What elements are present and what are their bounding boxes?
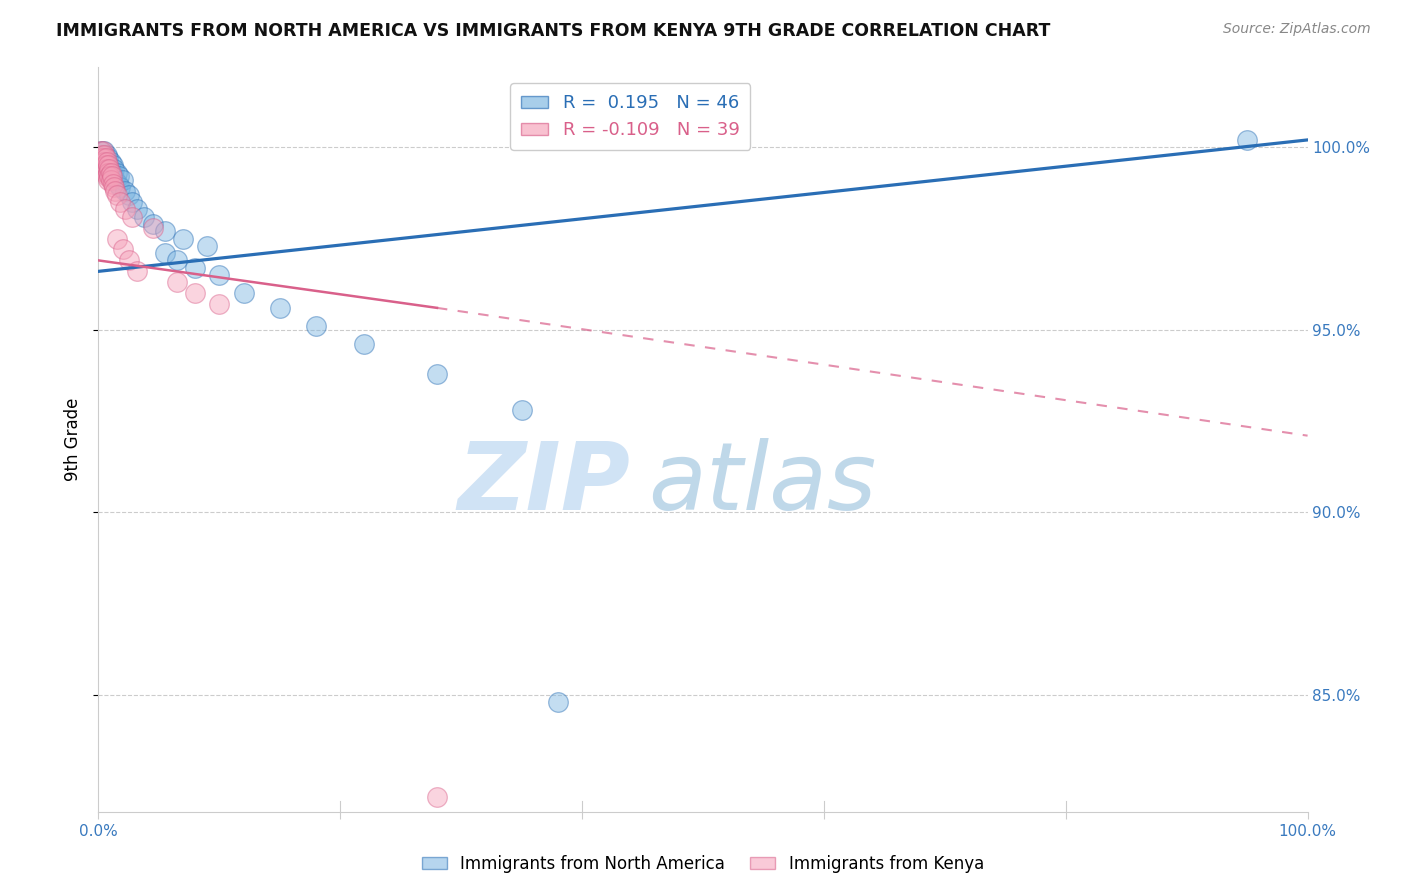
Point: [105, 166, 128, 180]
Point: [111, 243, 134, 257]
Point: [96, 154, 118, 169]
Point: [510, 403, 533, 417]
Point: [127, 264, 149, 278]
Point: [1236, 133, 1258, 147]
Point: [232, 286, 254, 301]
Point: [118, 187, 141, 202]
Y-axis label: 9th Grade: 9th Grade: [63, 398, 82, 481]
Point: [114, 202, 136, 217]
Point: [114, 184, 136, 198]
Point: [100, 166, 122, 180]
Point: [100, 154, 122, 169]
Point: [101, 159, 124, 173]
Point: [108, 180, 131, 194]
Point: [96, 162, 118, 177]
Point: [94, 166, 117, 180]
Point: [100, 162, 122, 177]
Point: [96, 154, 118, 169]
Point: [93, 154, 115, 169]
Point: [121, 194, 143, 209]
Point: [94, 154, 117, 169]
Point: [166, 253, 188, 268]
Point: [98, 162, 121, 177]
Point: [111, 173, 134, 187]
Text: IMMIGRANTS FROM NORTH AMERICA VS IMMIGRANTS FROM KENYA 9TH GRADE CORRELATION CHA: IMMIGRANTS FROM NORTH AMERICA VS IMMIGRA…: [56, 22, 1050, 40]
Point: [91, 144, 114, 158]
Point: [98, 162, 121, 177]
Point: [184, 260, 207, 275]
Point: [104, 173, 127, 187]
Text: atlas: atlas: [648, 439, 877, 530]
Point: [121, 210, 143, 224]
Point: [90, 144, 112, 158]
Point: [96, 169, 118, 184]
Point: [98, 166, 121, 180]
Point: [100, 166, 122, 180]
Point: [166, 275, 188, 289]
Point: [118, 253, 141, 268]
Text: Source: ZipAtlas.com: Source: ZipAtlas.com: [1223, 22, 1371, 37]
Point: [184, 286, 207, 301]
Point: [426, 790, 449, 805]
Point: [108, 169, 131, 184]
Point: [94, 159, 117, 173]
Point: [96, 147, 118, 161]
Point: [103, 162, 125, 177]
Point: [142, 220, 165, 235]
Point: [104, 184, 127, 198]
Point: [353, 337, 375, 351]
Point: [97, 166, 120, 180]
Point: [94, 159, 117, 173]
Point: [91, 151, 114, 165]
Point: [153, 224, 176, 238]
Point: [547, 695, 569, 709]
Point: [91, 151, 114, 165]
Point: [103, 180, 125, 194]
Point: [93, 162, 115, 177]
Point: [153, 246, 176, 260]
Point: [142, 217, 165, 231]
Point: [208, 297, 231, 311]
Point: [101, 169, 124, 184]
Point: [93, 147, 115, 161]
Point: [93, 151, 115, 165]
Text: ZIP: ZIP: [457, 438, 630, 530]
Point: [91, 147, 114, 161]
Point: [93, 144, 115, 158]
Point: [101, 177, 124, 191]
Point: [108, 194, 131, 209]
Point: [305, 319, 328, 334]
Point: [100, 169, 122, 184]
Point: [134, 210, 156, 224]
Point: [91, 151, 114, 165]
Point: [90, 144, 112, 158]
Point: [97, 151, 120, 165]
Point: [91, 147, 114, 161]
Point: [107, 177, 129, 191]
Point: [94, 151, 117, 165]
Point: [105, 231, 128, 245]
Point: [426, 367, 449, 381]
Point: [105, 187, 128, 202]
Point: [100, 173, 122, 187]
Point: [269, 301, 291, 315]
Point: [474, 841, 496, 855]
Point: [208, 268, 231, 282]
Point: [172, 231, 194, 245]
Point: [97, 159, 120, 173]
Point: [97, 173, 120, 187]
Point: [97, 159, 120, 173]
Point: [195, 239, 218, 253]
Point: [127, 202, 149, 217]
Legend: R =  0.195   N = 46, R = -0.109   N = 39: R = 0.195 N = 46, R = -0.109 N = 39: [510, 83, 751, 150]
Legend: Immigrants from North America, Immigrants from Kenya: Immigrants from North America, Immigrant…: [415, 848, 991, 880]
Point: [98, 169, 121, 184]
